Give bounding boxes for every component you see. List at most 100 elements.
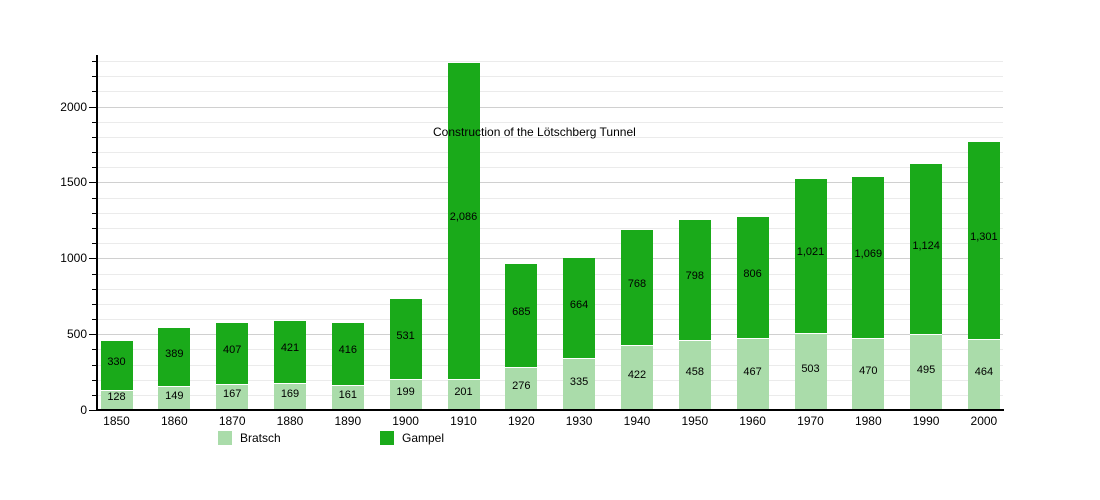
bar-segment-gampel-1990: [910, 164, 943, 335]
gridline-minor: [97, 136, 1003, 138]
bar-segment-gampel-1980: [852, 176, 885, 339]
gridline-minor: [97, 91, 1003, 93]
bar-value-label-gampel: 1,301: [970, 230, 998, 243]
bar-value-label-bratsch: 167: [223, 388, 242, 401]
bar-value-label-bratsch: 467: [743, 365, 762, 378]
y-axis-tick-label: 1000: [60, 251, 87, 266]
gridline-minor: [97, 167, 1003, 169]
y-axis-minor-tick: [92, 227, 97, 229]
bar-segment-bratsch-1930: [563, 359, 596, 410]
bar-value-label-bratsch: 128: [107, 391, 126, 404]
x-axis-label-1980: 1980: [854, 414, 882, 428]
bar-segment-bratsch-1960: [736, 339, 769, 410]
y-axis-major-tick: [89, 182, 97, 184]
bar-segment-gampel-1850: [100, 340, 133, 391]
y-axis-minor-tick: [92, 197, 97, 199]
bar-segment-bratsch-2000: [967, 339, 1000, 410]
gridline-minor: [97, 288, 1003, 290]
y-axis-minor-tick: [92, 394, 97, 396]
gridline-major: [97, 106, 1003, 108]
bar-value-label-gampel: 1,021: [796, 246, 825, 259]
bar-value-label-gampel: 421: [280, 342, 300, 355]
y-axis-minor-tick: [92, 212, 97, 214]
legend-swatch-gampel: [380, 431, 394, 445]
x-axis-label-1930: 1930: [565, 414, 593, 428]
bar-segment-bratsch-1850: [100, 390, 133, 410]
bar-segment-bratsch-1940: [621, 346, 653, 410]
y-axis-minor-tick: [92, 273, 97, 275]
y-axis-minor-tick: [92, 349, 97, 351]
bar-value-label-gampel: 330: [107, 355, 126, 368]
y-axis-major-tick: [89, 258, 97, 260]
bar-segment-gampel-1880: [274, 320, 306, 385]
bar-value-label-bratsch: 201: [454, 385, 473, 398]
y-axis-minor-tick: [92, 364, 97, 366]
bar-value-label-gampel: 806: [743, 268, 762, 280]
y-axis-major-tick: [89, 106, 97, 108]
y-axis-major-tick: [89, 334, 97, 336]
bar-segment-bratsch-1980: [852, 338, 885, 410]
y-axis-minor-tick: [92, 243, 97, 245]
bar-segment-gampel-1940: [621, 229, 653, 346]
y-axis-minor-tick: [92, 152, 97, 154]
bar-value-label-bratsch: 464: [974, 365, 994, 378]
y-axis-minor-tick: [92, 61, 97, 63]
y-axis-tick-label: 0: [80, 403, 87, 417]
x-axis-label-1960: 1960: [739, 414, 766, 428]
y-axis-tick-label: 500: [66, 327, 87, 342]
y-axis-minor-tick: [92, 303, 97, 305]
bar-value-label-gampel: 407: [223, 343, 242, 356]
gridline-minor: [97, 273, 1003, 275]
bar-segment-bratsch-1920: [505, 368, 538, 410]
bar-value-label-bratsch: 422: [627, 369, 647, 381]
bar-segment-gampel-1930: [563, 258, 596, 360]
gridline-minor: [97, 379, 1003, 381]
gridline-minor: [97, 303, 1003, 305]
x-axis-label-1890: 1890: [334, 414, 362, 428]
bar-value-label-gampel: 1,124: [912, 239, 940, 252]
bar-value-label-gampel: 416: [338, 344, 357, 356]
y-axis-minor-tick: [92, 136, 97, 138]
y-axis-minor-tick: [92, 319, 97, 320]
gridline-major: [97, 182, 1003, 184]
bar-segment-gampel-1960: [736, 216, 769, 340]
bar-value-label-gampel: 768: [627, 277, 647, 290]
gridline-minor: [97, 212, 1003, 214]
y-axis-tick-label: 1500: [60, 175, 87, 190]
bar-value-label-gampel: 798: [685, 270, 704, 282]
legend-swatch-bratsch: [218, 431, 232, 445]
bar-segment-gampel-1860: [158, 328, 191, 388]
bar-segment-bratsch-1970: [794, 333, 827, 410]
gridline-major: [97, 334, 1003, 336]
bar-segment-gampel-1890: [331, 322, 364, 386]
bar-value-label-bratsch: 470: [859, 365, 878, 378]
bar-segment-bratsch-1900: [389, 379, 422, 410]
bar-value-label-bratsch: 169: [280, 388, 300, 401]
bar-value-label-bratsch: 199: [396, 385, 415, 398]
gridline-major: [97, 258, 1003, 260]
bar-value-label-gampel: 664: [569, 298, 589, 311]
bar-segment-bratsch-1990: [910, 334, 943, 410]
gridline-minor: [97, 349, 1003, 351]
bar-value-label-bratsch: 161: [338, 388, 357, 401]
bar-value-label-bratsch: 458: [685, 366, 704, 379]
y-axis-minor-tick: [92, 379, 97, 381]
legend-label-gampel: Gampel: [402, 431, 445, 445]
legend-label-bratsch: Bratsch: [240, 431, 281, 445]
bar-segment-bratsch-1890: [331, 385, 364, 410]
y-axis-minor-tick: [92, 76, 97, 78]
bar-segment-bratsch-1870: [216, 384, 249, 410]
bar-segment-gampel-1870: [216, 322, 249, 385]
gridline-minor: [97, 76, 1003, 78]
x-axis-label-1940: 1940: [623, 414, 651, 428]
annotation-lotschberg-tunnel: Construction of the Lötschberg Tunnel: [433, 125, 636, 139]
y-axis-minor-tick: [92, 167, 97, 169]
x-axis-label-1860: 1860: [160, 414, 188, 428]
x-axis-label-1970: 1970: [797, 414, 824, 428]
bar-value-label-gampel: 531: [396, 329, 415, 342]
bar-value-label-bratsch: 276: [512, 380, 531, 393]
x-axis-label-1870: 1870: [218, 414, 246, 428]
bar-value-label-bratsch: 149: [165, 389, 184, 402]
y-axis-minor-tick: [92, 288, 97, 290]
